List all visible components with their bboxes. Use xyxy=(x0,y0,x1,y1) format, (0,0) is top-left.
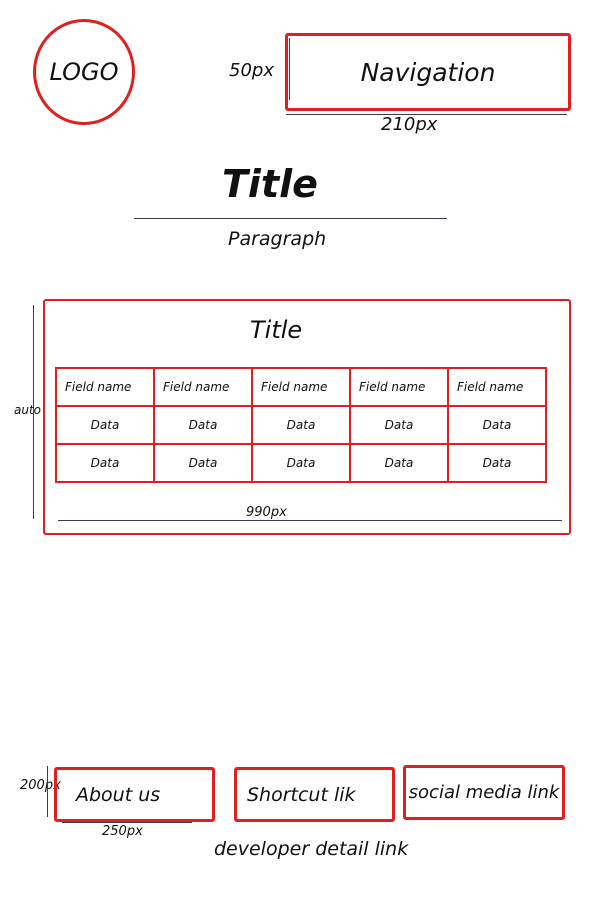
nav-width-line xyxy=(286,114,567,115)
navigation-label: Navigation xyxy=(360,57,496,87)
content-panel xyxy=(43,299,571,535)
panel-width-line xyxy=(58,520,562,521)
social-media-link[interactable]: social media link xyxy=(403,765,565,820)
nav-height-line xyxy=(289,38,290,100)
panel-height-line xyxy=(33,305,34,519)
footer-width-annotation: 250px xyxy=(102,824,143,839)
table-header-cell: Field name xyxy=(447,367,547,407)
panel-height-annotation: auto xyxy=(14,403,42,417)
shortcut-label: Shortcut lik xyxy=(247,783,356,806)
table-cell: Data xyxy=(55,405,155,445)
table-header-cell: Field name xyxy=(251,367,351,407)
social-media-label: social media link xyxy=(408,781,560,803)
logo[interactable]: LOGO xyxy=(33,19,135,125)
table-cell: Data xyxy=(251,443,351,483)
shortcut-link[interactable]: Shortcut lik xyxy=(234,767,395,822)
table-row: Data Data Data Data Data xyxy=(55,443,547,483)
table-cell: Data xyxy=(349,405,449,445)
navigation-box[interactable]: Navigation xyxy=(285,33,571,111)
table-header-cell: Field name xyxy=(349,367,449,407)
nav-height-annotation: 50px xyxy=(229,60,274,81)
footer-width-line xyxy=(62,822,192,823)
logo-label: LOGO xyxy=(49,58,119,86)
page-title: Title xyxy=(222,162,318,206)
table-cell: Data xyxy=(447,405,547,445)
title-underline xyxy=(134,218,447,219)
table-cell: Data xyxy=(349,443,449,483)
panel-width-annotation: 990px xyxy=(246,505,287,520)
page-paragraph: Paragraph xyxy=(228,228,327,250)
panel-title: Title xyxy=(250,316,303,344)
nav-width-annotation: 210px xyxy=(381,114,438,135)
table-header-cell: Field name xyxy=(153,367,253,407)
footer-height-line xyxy=(47,766,48,817)
about-us-link[interactable]: About us xyxy=(54,767,215,822)
table-cell: Data xyxy=(447,443,547,483)
footer-height-annotation: 200px xyxy=(20,778,61,793)
table-cell: Data xyxy=(153,443,253,483)
table-header-row: Field name Field name Field name Field n… xyxy=(55,367,547,407)
table-cell: Data xyxy=(251,405,351,445)
table-cell: Data xyxy=(153,405,253,445)
table-row: Data Data Data Data Data xyxy=(55,405,547,445)
table-header-cell: Field name xyxy=(55,367,155,407)
developer-detail-link[interactable]: developer detail link xyxy=(214,838,409,860)
table-cell: Data xyxy=(55,443,155,483)
data-table: Field name Field name Field name Field n… xyxy=(55,367,547,483)
about-us-label: About us xyxy=(76,783,161,806)
